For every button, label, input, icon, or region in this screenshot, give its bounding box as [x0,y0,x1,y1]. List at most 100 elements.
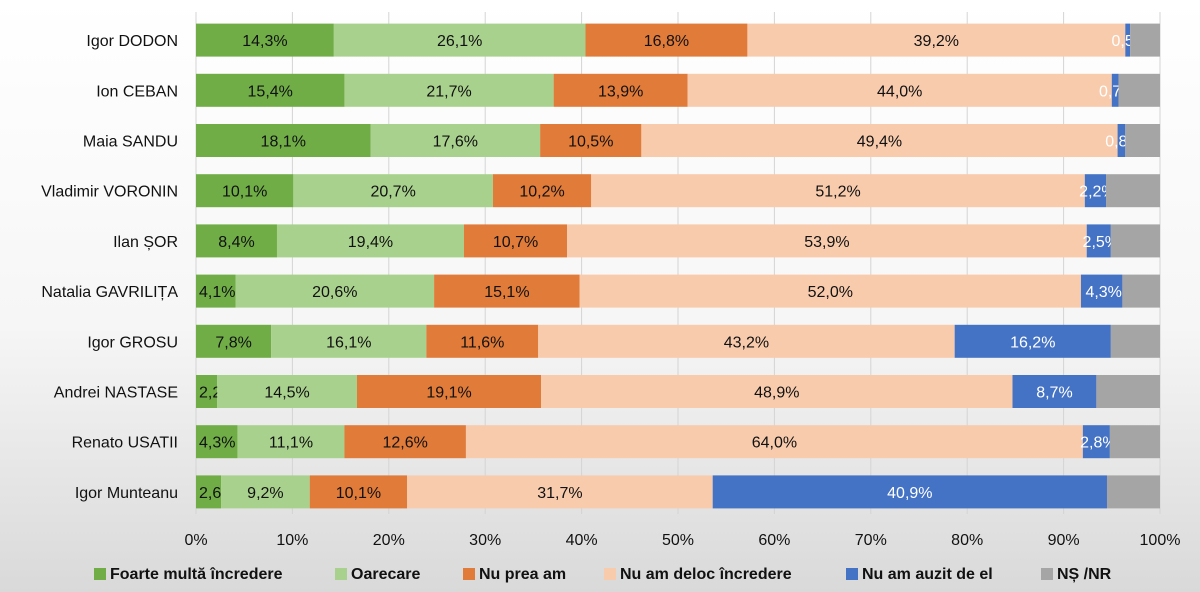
data-label: 16,2% [1010,334,1055,351]
data-label: 7,8% [215,334,251,351]
x-tick-label: 30% [469,532,501,549]
legend-label: Nu am deloc încredere [620,566,792,583]
bar-segment [541,375,1013,408]
data-label: 16,8% [644,33,689,50]
category-label: Natalia GAVRILIȚA [41,284,178,301]
bar-segment [407,475,713,509]
category-label: Renato USATII [72,435,178,452]
bar-segment [712,475,1107,509]
bar-segment [1106,475,1160,509]
data-label: 49,4% [857,134,902,151]
bar-segment [293,174,493,208]
data-label: 39,2% [914,33,959,50]
data-label: 13,9% [598,83,643,100]
bar-segment [217,375,357,408]
bar-segment [196,375,218,408]
data-label: 15,4% [248,83,293,100]
x-tick-label: 50% [662,532,694,549]
data-label: 17,6% [433,134,478,151]
bar-segment [1117,124,1126,157]
bar-segment [1110,324,1160,358]
bar-segment [1111,73,1119,107]
bar-segment [1109,425,1160,459]
bar-segment [196,425,238,459]
data-label: 48,9% [754,385,799,402]
bar-segment [237,425,345,459]
legend-swatch [1041,568,1053,580]
bar-segment [1096,375,1160,408]
bar-segment [356,375,542,408]
data-label: 14,5% [264,385,309,402]
legend-label: Foarte multă încredere [110,566,283,583]
bar-segment [196,324,272,358]
data-label: 19,1% [426,385,471,402]
bar-segment [641,124,1118,157]
bar-segment [1118,73,1160,107]
bar-segment [591,174,1085,208]
bar-segment [1122,274,1160,308]
x-tick-label: 20% [373,532,405,549]
category-label: Ilan ȘOR [113,234,178,251]
data-label: 64,0% [752,435,797,452]
bar-segment [196,73,345,107]
category-label: Igor DODON [86,33,178,50]
category-label: Ion CEBAN [96,83,178,100]
bar-segment [1110,224,1160,258]
data-label: 26,1% [437,33,482,50]
bar-segment [344,73,554,107]
data-label: 52,0% [808,284,853,301]
data-label: 9,2% [247,485,283,502]
bar-segment [465,425,1083,459]
bar-segment [687,73,1112,107]
legend-label: Oarecare [351,566,420,583]
data-label: 53,9% [804,234,849,251]
data-label: 4,1% [199,284,235,301]
data-label: 10,1% [336,485,381,502]
bar-segment [196,475,222,509]
bar-segment [426,324,539,358]
data-label: 14,3% [242,33,287,50]
bar-segment [309,475,408,509]
bar-segment [196,124,371,157]
data-label: 51,2% [815,184,860,201]
bar-segment [954,324,1111,358]
bar-segment [538,324,955,358]
data-label: 16,1% [326,334,371,351]
bar-segment [333,23,586,57]
bars: 14,3% 26,1% 16,8% 39,2% 0,5%15,4% 21,7% 13,9% 4… [196,23,1160,509]
data-label: 44,0% [877,83,922,100]
bar-segment [1084,174,1107,208]
bar-segment [276,224,464,258]
x-tick-label: 10% [276,532,308,549]
data-label: 11,6% [460,334,504,351]
data-label: 31,7% [537,485,582,502]
data-label: 10,5% [568,134,613,151]
legend-swatch [463,568,475,580]
data-label: 2,8% [1080,435,1116,452]
legend: Foarte multă încredere Oarecare Nu prea am… [94,566,1112,583]
bar-segment [1106,174,1160,208]
legend-swatch [604,568,616,580]
category-label: Igor Munteanu [75,485,178,502]
bar-segment [434,274,580,308]
bar-segment [196,224,277,258]
data-label: 2,5% [1083,234,1119,251]
x-tick-label: 0% [184,532,207,549]
bar-segment [196,23,334,57]
data-label: 18,1% [261,134,306,151]
bar-segment [1125,124,1160,157]
data-label: 21,7% [426,83,471,100]
bar-segment [492,174,592,208]
legend-label: Nu prea am [479,566,566,583]
data-label: 19,4% [348,234,393,251]
bar-segment [1086,224,1111,258]
legend-swatch [94,568,106,580]
data-label: 40,9% [887,485,932,502]
data-label: 15,1% [484,284,529,301]
bar-segment [196,174,294,208]
x-tick-label: 100% [1140,532,1181,549]
bar-segment [221,475,310,509]
bar-segment [1012,375,1097,408]
bar-segment [747,23,1126,57]
